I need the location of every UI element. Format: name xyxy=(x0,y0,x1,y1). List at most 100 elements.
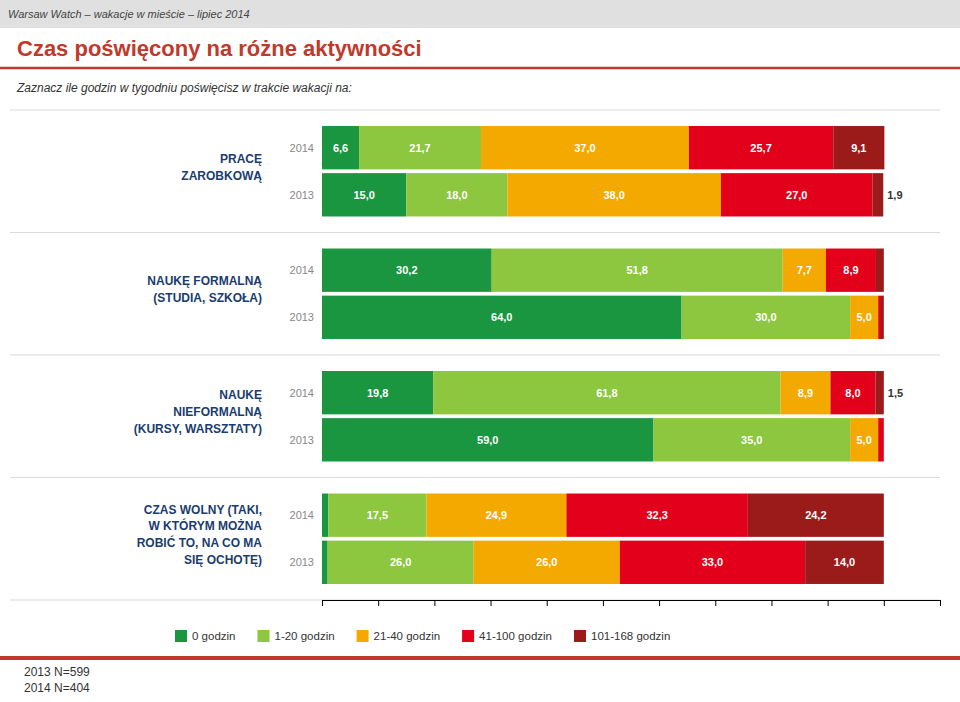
tick xyxy=(715,600,716,606)
x-axis xyxy=(323,600,941,606)
data-label: 17,5 xyxy=(367,509,388,521)
bar-segment xyxy=(780,371,830,414)
year-label: 2013 xyxy=(290,434,314,446)
bar-segment xyxy=(682,296,851,339)
legend-swatch xyxy=(175,630,187,642)
data-label: 8,0 xyxy=(845,387,860,399)
tick xyxy=(322,600,323,606)
tick-mark xyxy=(715,600,716,606)
bar-segment xyxy=(322,296,682,339)
legend-item: 1-20 godzin xyxy=(257,630,334,642)
bar-segment xyxy=(507,173,720,216)
legend-label: 101-168 godzin xyxy=(591,630,670,642)
data-label: 59,0 xyxy=(477,434,498,446)
legend-item: 21-40 godzin xyxy=(357,630,441,642)
legend-item: 0 godzin xyxy=(175,630,235,642)
legend-label: 21-40 godzin xyxy=(374,630,441,642)
data-label: 27,0 xyxy=(786,189,807,201)
tick xyxy=(940,600,941,606)
legend-swatch xyxy=(357,630,369,642)
data-label: 1,5 xyxy=(888,387,903,399)
data-label: 5,0 xyxy=(857,434,872,446)
tick-mark xyxy=(378,600,379,606)
data-label: 8,9 xyxy=(798,387,813,399)
bar-segment xyxy=(322,418,653,461)
data-labels: 6,621,737,025,79,115,018,038,027,01,930,… xyxy=(333,142,903,569)
bar-segment xyxy=(878,296,881,339)
bar-segment xyxy=(721,173,873,216)
bar-segment xyxy=(322,494,328,537)
bar-segment xyxy=(359,126,481,169)
data-label: 7,7 xyxy=(797,264,812,276)
data-label: 24,9 xyxy=(486,509,507,521)
bar-segment xyxy=(322,173,406,216)
bar-segment xyxy=(474,541,620,584)
title: Czas poświęcony na różne aktywności xyxy=(17,36,422,61)
data-label: 24,2 xyxy=(805,509,826,521)
axis-line xyxy=(323,601,941,607)
year-label: 2013 xyxy=(290,311,314,323)
data-label: 19,8 xyxy=(367,387,388,399)
tick-mark xyxy=(322,600,323,606)
bar-segment xyxy=(566,494,747,537)
legend-item: 101-168 godzin xyxy=(574,630,670,642)
data-label: 5,0 xyxy=(857,311,872,323)
year-label: 2013 xyxy=(290,556,314,568)
footer: 2013 N=5992014 N=404 xyxy=(24,665,90,695)
separator xyxy=(10,110,940,111)
tick xyxy=(547,600,548,606)
tick-mark xyxy=(940,600,941,606)
separator xyxy=(10,355,940,356)
bar-segment xyxy=(805,541,884,584)
data-label: 30,2 xyxy=(396,264,417,276)
bar-segment xyxy=(492,249,783,292)
bar-segment xyxy=(826,249,876,292)
tick-mark xyxy=(603,600,604,606)
separator xyxy=(10,232,940,233)
data-label: 1,9 xyxy=(887,189,902,201)
legend-label: 0 godzin xyxy=(192,630,235,642)
bar-segment xyxy=(426,494,566,537)
category-label: CZAS WOLNY (TAKI,W KTÓRYM MOŻNAROBIĆ TO,… xyxy=(137,503,263,567)
data-label: 9,1 xyxy=(851,142,866,154)
category-label: NAUKĘ FORMALNĄ(STUDIA, SZKOŁA) xyxy=(147,274,262,305)
tick-mark xyxy=(828,600,829,606)
separator xyxy=(10,477,940,478)
data-label: 51,8 xyxy=(626,264,647,276)
bar-segment xyxy=(850,296,878,339)
category-label: PRACĘZAROBKOWĄ xyxy=(181,152,262,183)
bar-segment xyxy=(883,418,884,461)
bar-segment xyxy=(875,371,883,414)
tick-mark xyxy=(491,600,492,606)
bar-segment xyxy=(881,296,884,339)
data-label: 14,0 xyxy=(834,556,855,568)
bar-segment xyxy=(653,418,850,461)
data-label: 38,0 xyxy=(603,189,624,201)
bar-segment xyxy=(620,541,805,584)
bar-segment xyxy=(322,126,359,169)
data-label: 8,9 xyxy=(843,264,858,276)
bar-segment xyxy=(322,541,328,584)
data-label: 35,0 xyxy=(741,434,762,446)
data-label: 6,6 xyxy=(333,142,348,154)
year-label: 2014 xyxy=(290,387,314,399)
bar-segment xyxy=(689,126,833,169)
category-label: NAUKĘNIEFORMALNĄ(KURSY, WARSZTATY) xyxy=(134,388,263,436)
bar-segment xyxy=(322,249,492,292)
tick-mark xyxy=(659,600,660,606)
bar-segment xyxy=(830,371,875,414)
legend-label: 1-20 godzin xyxy=(274,630,334,642)
data-label: 15,0 xyxy=(353,189,374,201)
legend-swatch xyxy=(257,630,269,642)
bar-segment xyxy=(783,249,826,292)
bar-segment xyxy=(748,494,884,537)
legend-item: 41-100 godzin xyxy=(462,630,552,642)
tick-mark xyxy=(771,600,772,606)
tick xyxy=(378,600,379,606)
legend-swatch xyxy=(574,630,586,642)
bottom-rule xyxy=(0,656,960,660)
bar-segment xyxy=(406,173,507,216)
bar-segment xyxy=(433,371,780,414)
bar-segment xyxy=(850,418,878,461)
tick-mark xyxy=(884,600,885,606)
